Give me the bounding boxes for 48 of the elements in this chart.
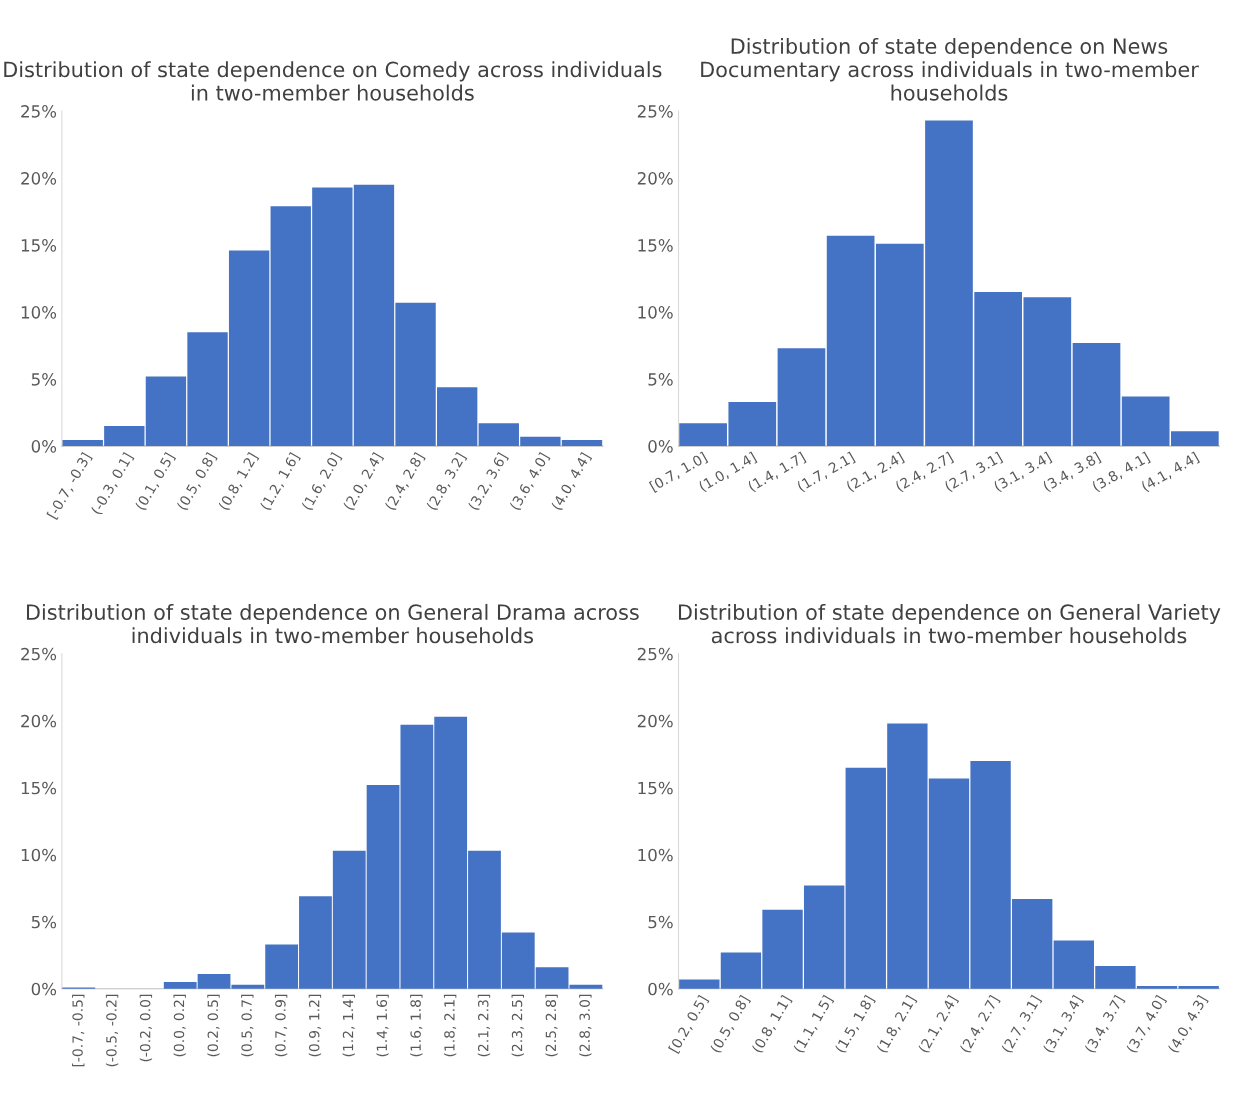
y-tick-label: 15% xyxy=(638,781,673,795)
x-tick-label: (1.2, 1.4] xyxy=(342,994,355,1057)
x-tick-label: (0.7, 0.9] xyxy=(274,994,288,1057)
x-tick-label: (0.0, 0.2] xyxy=(173,994,186,1057)
x-tick-label: (1.4, 1.6] xyxy=(376,994,389,1057)
y-tick-label: 10% xyxy=(21,848,57,862)
y-tick-label: 20% xyxy=(637,714,673,728)
x-tick-label: [-0.7, -0.5] xyxy=(72,994,85,1067)
y-tick-label: 5% xyxy=(648,915,673,929)
y-tick-label: 25% xyxy=(21,647,57,661)
x-tick-label: (2.8, 3.0] xyxy=(579,994,592,1057)
y-tick-label: 0% xyxy=(648,982,673,996)
x-tick-label: (-0.5, -0.2] xyxy=(105,994,119,1067)
y-tick-label: 10% xyxy=(638,306,673,319)
y-tick-label: 0% xyxy=(31,982,57,996)
y-tick-label: 0% xyxy=(31,440,57,453)
y-tick-label: 5% xyxy=(31,373,57,386)
y-tick-label: 15% xyxy=(21,781,57,795)
y-tick-label: 15% xyxy=(638,239,673,252)
bar xyxy=(826,235,875,447)
chart-title: Distribution of state dependence on General Variety across individuals in two-member households xyxy=(678,603,1221,644)
y-tick-label: 10% xyxy=(21,306,57,319)
chart-title: Distribution of state dependence on Comedy across individuals in two-member households xyxy=(4,61,662,101)
bar xyxy=(1072,342,1121,447)
y-tick-label: 5% xyxy=(648,373,673,386)
y-tick-label: 25% xyxy=(637,647,673,661)
y-tick-label: 25% xyxy=(21,105,57,118)
x-tick-label: (1.8, 2.1] xyxy=(443,994,457,1057)
y-tick-label: 25% xyxy=(637,105,673,118)
y-tick-label: 20% xyxy=(21,172,57,185)
y-tick-label: 10% xyxy=(638,848,673,862)
chart-title: Distribution of state dependence on News Documentary across individuals in two-member households xyxy=(701,37,1199,101)
bar xyxy=(569,984,603,989)
y-tick-label: 5% xyxy=(31,915,57,929)
y-tick-label: 15% xyxy=(21,239,57,252)
x-tick-label: (1.6, 1.8] xyxy=(410,994,423,1057)
x-tick-label: (0.5, 0.7] xyxy=(241,994,254,1057)
x-tick-label: (2.3, 2.5] xyxy=(511,994,524,1057)
x-tick-label: (-0.2, 0.0] xyxy=(139,994,153,1062)
x-tick-label: (0.2, 0.5] xyxy=(207,994,220,1057)
chart-title: Distribution of state dependence on General Drama across individuals in two-member households xyxy=(26,603,639,644)
y-tick-label: 20% xyxy=(637,172,673,185)
x-tick-label: (2.5, 2.8] xyxy=(545,994,558,1057)
y-tick-label: 0% xyxy=(648,440,673,453)
y-tick-label: 20% xyxy=(21,714,57,728)
x-tick-label: (0.9, 1.2] xyxy=(308,994,322,1057)
x-tick-label: (2.1, 2.3] xyxy=(477,994,491,1057)
bar xyxy=(777,348,826,447)
